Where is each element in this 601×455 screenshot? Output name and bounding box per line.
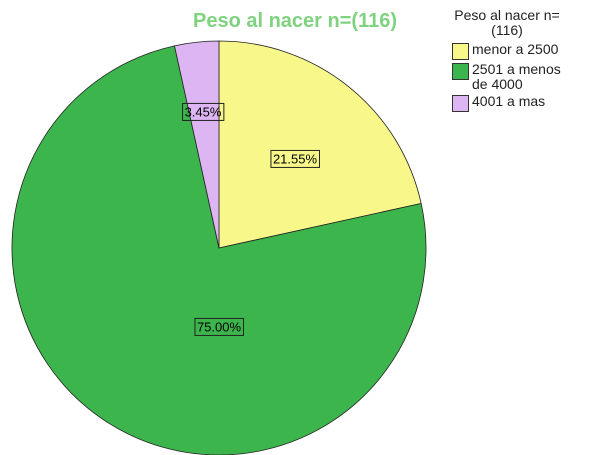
pie-slice	[11, 45, 427, 455]
legend: Peso al nacer n=(116) menor a 2500 2501 a…	[452, 8, 597, 112]
value-label: 3.45%	[185, 104, 222, 119]
legend-swatch	[452, 63, 469, 80]
legend-label: 2501 a menos de 4000	[472, 61, 561, 92]
pie-slice	[218, 40, 422, 249]
legend-swatch	[452, 95, 469, 112]
value-label: 21.55%	[273, 151, 318, 166]
pie-slice	[174, 40, 220, 249]
legend-swatch	[452, 43, 469, 60]
legend-label: 4001 a mas	[472, 93, 546, 109]
legend-item: 4001 a mas	[452, 94, 597, 112]
value-label: 75.00%	[197, 319, 242, 334]
legend-item: 2501 a menos de 4000	[452, 62, 597, 92]
chart-title: Peso al nacer n=(116)	[193, 10, 397, 32]
legend-item: menor a 2500	[452, 42, 597, 60]
legend-title: Peso al nacer n=(116)	[454, 7, 560, 38]
label-box	[270, 149, 320, 168]
label-box	[182, 102, 225, 121]
label-box	[194, 317, 244, 336]
legend-label: menor a 2500	[472, 41, 559, 57]
